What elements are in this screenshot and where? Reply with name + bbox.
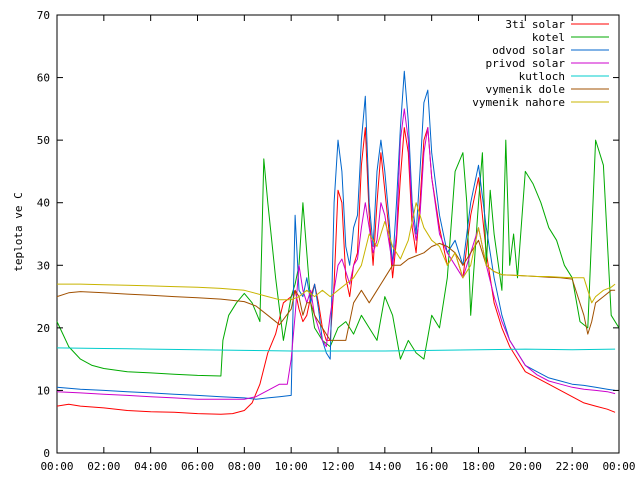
- x-tick-label: 14:00: [368, 460, 401, 473]
- x-tick-label: 06:00: [181, 460, 214, 473]
- y-tick-label: 40: [37, 197, 50, 210]
- x-tick-label: 00:00: [40, 460, 73, 473]
- legend-label: vymenik nahore: [472, 96, 565, 109]
- y-tick-label: 30: [37, 259, 50, 272]
- series-line-0: [56, 127, 616, 415]
- legend-label: privod solar: [486, 57, 566, 70]
- x-tick-label: 08:00: [228, 460, 261, 473]
- legend-label: kotel: [532, 31, 565, 44]
- legend-label: 3ti solar: [505, 18, 565, 31]
- y-tick-label: 10: [37, 384, 50, 397]
- series-line-5: [56, 239, 616, 341]
- x-tick-label: 22:00: [556, 460, 589, 473]
- y-tick-label: 50: [37, 134, 50, 147]
- x-tick-label: 16:00: [415, 460, 448, 473]
- legend-label: vymenik dole: [486, 83, 565, 96]
- series-layer: [56, 70, 620, 415]
- series-line-3: [56, 108, 616, 400]
- x-tick-label: 18:00: [462, 460, 495, 473]
- y-tick-label: 0: [43, 447, 50, 460]
- series-line-6: [57, 202, 616, 304]
- y-tick-label: 70: [37, 9, 50, 22]
- series-line-2: [56, 70, 616, 400]
- series-line-1: [56, 139, 620, 377]
- x-tick-label: 02:00: [87, 460, 120, 473]
- axes-layer: 0 10 20 30 40 50 60 70 00:00 02:00 04:00 06:00 08:00…: [37, 9, 636, 473]
- legend-label: odvod solar: [492, 44, 565, 57]
- y-axis-title: teplota ve C: [12, 192, 25, 271]
- y-tick-label: 60: [37, 72, 50, 85]
- legend-label: kutloch: [519, 70, 565, 83]
- y-tick-label: 20: [37, 322, 50, 335]
- x-tick-label: 10:00: [275, 460, 308, 473]
- x-tick-label: 20:00: [509, 460, 542, 473]
- x-tick-label: 12:00: [321, 460, 354, 473]
- x-tick-label: 00:00: [602, 460, 635, 473]
- series-line-4: [56, 347, 616, 352]
- x-tick-label: 04:00: [134, 460, 167, 473]
